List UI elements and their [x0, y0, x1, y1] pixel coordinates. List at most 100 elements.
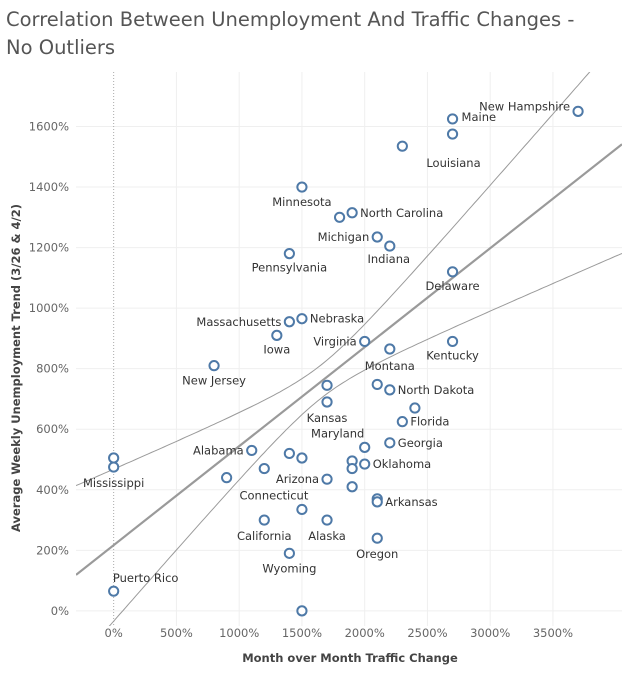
data-point	[246, 444, 258, 457]
x-axis-ticks: 0% 500% 1000% 1500% 2000% 2500% 3000% 3500%	[105, 626, 574, 640]
data-point	[221, 472, 233, 484]
data-point	[283, 447, 295, 460]
point-label: Connecticut	[239, 488, 308, 502]
point-label: Kansas	[307, 411, 348, 425]
confidence-upper	[76, 72, 591, 487]
data-point	[321, 514, 333, 526]
data-point	[409, 402, 421, 414]
x-tick-label: 3000%	[470, 626, 510, 640]
point-label: Oregon	[356, 547, 398, 561]
point-label: Mississippi	[83, 476, 144, 490]
y-tick-label: 1200%	[29, 241, 69, 255]
data-point	[296, 605, 308, 617]
data-point	[108, 585, 120, 597]
data-point	[346, 481, 358, 493]
data-point	[283, 547, 295, 559]
point-label: Georgia	[398, 436, 443, 450]
chart-title: Correlation Between Unemployment And Tra…	[6, 8, 575, 59]
data-point	[371, 231, 383, 243]
data-point	[283, 316, 295, 328]
data-point	[346, 207, 358, 219]
point-label: Indiana	[368, 252, 411, 266]
data-point	[384, 343, 396, 355]
point-label: Kentucky	[426, 348, 479, 362]
data-point	[296, 503, 308, 516]
point-label: New Jersey	[182, 374, 246, 388]
point-label: Virginia	[313, 334, 356, 348]
data-point	[384, 240, 396, 252]
point-label: Delaware	[425, 279, 479, 293]
y-tick-label: 0%	[51, 604, 69, 618]
data-point	[296, 313, 308, 325]
data-point	[396, 140, 408, 152]
data-point	[359, 441, 371, 453]
point-label: Arizona	[276, 472, 319, 486]
x-tick-label: 1000%	[219, 626, 259, 640]
x-axis-label: Month over Month Traffic Change	[242, 651, 458, 665]
point-label: Maine	[462, 110, 497, 124]
y-axis-ticks: 0% 200% 400% 600% 800% 1000% 1200% 1400% 1600%	[29, 119, 69, 617]
point-label: Louisiana	[426, 156, 480, 170]
y-tick-label: 1400%	[29, 180, 69, 194]
data-point	[296, 181, 308, 193]
data-point	[371, 496, 383, 508]
data-point	[384, 437, 396, 449]
data-point	[446, 113, 459, 125]
point-label: Florida	[410, 415, 449, 429]
data-point	[321, 379, 333, 391]
y-tick-label: 800%	[36, 362, 69, 376]
point-label: Puerto Rico	[113, 571, 179, 585]
data-point	[359, 458, 371, 470]
x-tick-label: 500%	[160, 626, 193, 640]
data-point	[384, 384, 396, 396]
point-label: Alaska	[308, 529, 346, 543]
data-point	[572, 105, 584, 117]
y-axis-label: Average Weekly Unemployment Trend (3/26 …	[9, 204, 23, 532]
data-point	[258, 514, 270, 526]
y-tick-label: 1600%	[29, 119, 69, 133]
point-label: Maryland	[311, 426, 364, 440]
x-tick-label: 1500%	[282, 626, 322, 640]
gridlines	[76, 72, 622, 626]
data-point	[321, 473, 333, 485]
point-label: North Carolina	[360, 206, 443, 220]
data-point	[333, 211, 346, 223]
x-tick-label: 3500%	[533, 626, 573, 640]
point-label: Minnesota	[272, 195, 331, 209]
point-label: Alabama	[193, 443, 244, 457]
point-label: California	[237, 529, 292, 543]
confidence-lower	[108, 252, 622, 626]
data-point	[271, 329, 283, 341]
data-point	[208, 360, 220, 372]
point-label: Nebraska	[310, 312, 364, 326]
point-label: Massachusetts	[196, 315, 281, 329]
x-tick-label: 0%	[105, 626, 123, 640]
data-point	[283, 248, 295, 260]
data-point	[359, 335, 371, 348]
data-point	[396, 416, 408, 428]
data-point	[296, 452, 308, 464]
data-point	[446, 128, 459, 140]
data-point	[321, 396, 333, 408]
y-tick-label: 400%	[36, 483, 69, 497]
trend-line	[76, 143, 622, 576]
y-tick-label: 200%	[36, 543, 69, 557]
point-label: Michigan	[318, 230, 370, 244]
data-point	[108, 461, 120, 473]
data-points	[108, 105, 584, 617]
data-point	[446, 335, 459, 348]
data-point	[258, 462, 270, 475]
x-tick-label: 2000%	[345, 626, 385, 640]
point-label: New Hampshire	[479, 99, 570, 113]
data-point	[346, 462, 358, 475]
point-label: Arkansas	[385, 495, 437, 509]
point-label: Oklahoma	[373, 457, 432, 471]
point-label: Pennsylvania	[252, 261, 328, 275]
point-label: North Dakota	[398, 383, 475, 397]
data-point	[108, 452, 120, 464]
point-label: Wyoming	[262, 561, 316, 575]
x-tick-label: 2500%	[407, 626, 447, 640]
data-point	[371, 378, 383, 391]
